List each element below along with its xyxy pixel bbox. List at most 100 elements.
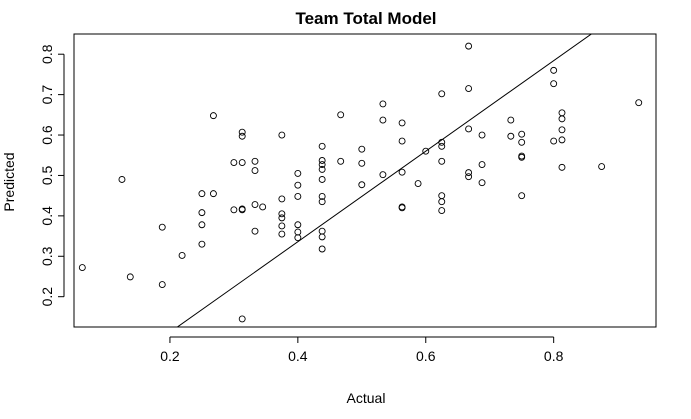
data-point [259,203,267,211]
data-point [465,125,473,133]
data-point [209,190,217,198]
data-point [398,119,406,127]
data-point [251,167,259,175]
data-point [558,163,566,171]
y-tick-label: 0.6 [39,125,55,145]
data-point [518,192,526,200]
data-point [278,214,286,222]
data-point [358,159,366,167]
data-point [438,192,446,200]
data-point [230,159,238,166]
data-point [198,240,206,248]
data-point [278,210,286,218]
data-point [438,207,446,215]
data-point [278,131,286,139]
data-point [518,130,526,138]
data-point [465,42,473,50]
data-point [318,198,326,206]
data-point [507,132,515,140]
data-point [635,99,643,107]
data-point [294,221,302,229]
data-point [507,116,515,124]
data-point [230,206,238,214]
data-point [550,66,558,74]
data-point [238,132,246,140]
data-point [422,147,430,155]
data-point [318,142,326,150]
x-tick-label: 0.2 [160,348,180,364]
data-point [465,173,473,181]
data-point [251,157,259,165]
y-tick-label: 0.4 [39,206,55,226]
data-point [294,181,302,189]
data-point [198,221,206,229]
data-point [598,163,606,171]
x-tick-label: 0.8 [544,348,564,364]
y-axis-label: Predicted [1,152,17,211]
fit-line-layer [176,34,593,327]
data-point [558,115,566,123]
data-point [465,85,473,93]
y-tick-label: 0.7 [39,85,55,105]
data-point [294,169,302,177]
points-layer [78,42,643,323]
data-point [209,112,217,120]
data-point [379,116,387,124]
data-point [251,227,259,235]
data-point [294,234,302,242]
regression-line [176,34,593,327]
data-point [438,90,446,98]
data-point [318,176,326,183]
data-point [398,168,406,176]
chart-title: Team Total Model [295,9,436,28]
data-point [558,109,566,117]
data-point [294,228,302,236]
y-tick-label: 0.8 [39,44,55,64]
data-point [550,80,558,88]
data-point [118,176,126,183]
data-point [558,136,566,144]
data-point [558,126,566,134]
data-point [294,193,302,200]
data-point [337,111,345,119]
data-point [238,128,246,136]
data-point [518,153,526,161]
data-point [318,245,326,253]
data-point [126,273,134,281]
data-point [278,230,286,238]
data-point [158,281,166,289]
data-point [238,159,246,166]
data-point [465,169,473,177]
data-point [414,180,422,187]
data-point [438,138,446,146]
data-point [398,204,406,212]
data-point [478,179,486,187]
y-tick-label: 0.3 [39,246,55,266]
data-point [318,161,326,168]
data-point [318,165,326,173]
data-point [358,181,366,189]
data-point [158,223,166,231]
data-point [478,161,486,168]
data-point [438,157,446,165]
data-point [278,195,286,203]
data-point [198,209,206,217]
y-tick-label: 0.2 [39,287,55,307]
data-point [398,137,406,145]
y-axis: 0.2 0.3 0.4 0.5 0.6 0.7 0.8 [39,44,65,307]
data-point [178,252,186,259]
data-point [379,100,387,108]
data-point [238,206,246,214]
data-point [251,201,259,208]
x-tick-label: 0.4 [288,348,308,364]
data-point [198,190,206,198]
data-point [358,145,366,153]
data-point [238,315,246,323]
x-tick-label: 0.6 [416,348,436,364]
data-point [379,171,387,179]
y-tick-label: 0.5 [39,166,55,186]
data-point [550,137,558,145]
data-point [518,138,526,146]
data-point [478,131,486,139]
